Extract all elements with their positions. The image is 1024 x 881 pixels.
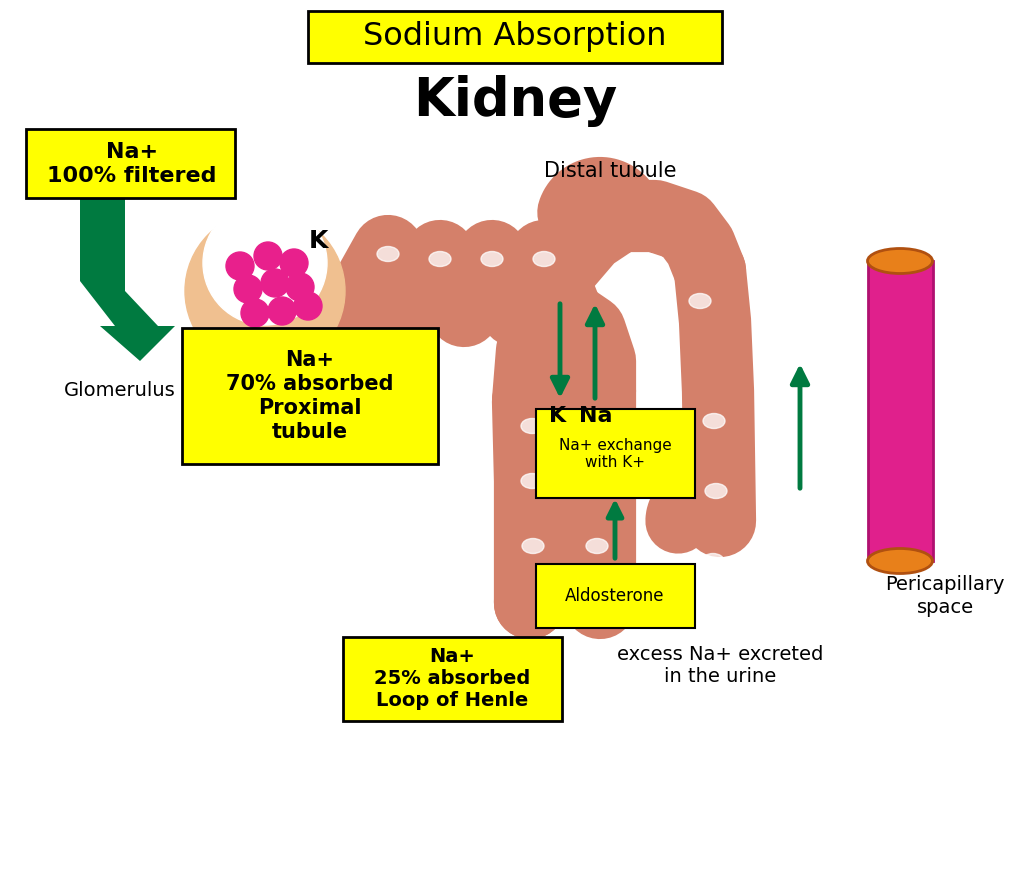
Text: Glom.filtrate: Glom.filtrate: [214, 334, 310, 349]
Text: Kidney: Kidney: [413, 75, 617, 127]
Text: Na+ exchange
with K+: Na+ exchange with K+: [559, 438, 672, 470]
FancyBboxPatch shape: [343, 637, 562, 721]
Circle shape: [286, 273, 314, 301]
FancyBboxPatch shape: [26, 129, 234, 198]
Text: K: K: [550, 406, 566, 426]
Ellipse shape: [521, 473, 543, 488]
Ellipse shape: [429, 251, 451, 266]
Ellipse shape: [703, 413, 725, 428]
FancyBboxPatch shape: [308, 11, 722, 63]
Circle shape: [234, 275, 262, 303]
Circle shape: [294, 292, 322, 320]
Text: excess Na+ excreted
in the urine: excess Na+ excreted in the urine: [616, 646, 823, 686]
Ellipse shape: [705, 484, 727, 499]
Polygon shape: [80, 196, 175, 361]
Text: K: K: [308, 229, 328, 253]
Ellipse shape: [689, 293, 711, 308]
Circle shape: [241, 299, 269, 327]
Text: Pericapillary
space: Pericapillary space: [886, 574, 1005, 618]
Text: Distal tubule: Distal tubule: [544, 161, 676, 181]
Ellipse shape: [586, 538, 608, 553]
Circle shape: [261, 269, 289, 297]
Text: Sodium Absorption: Sodium Absorption: [364, 21, 667, 53]
Circle shape: [268, 297, 296, 325]
Text: Na+
100% filtered: Na+ 100% filtered: [47, 143, 217, 186]
Ellipse shape: [521, 418, 543, 433]
Text: Aldosterone: Aldosterone: [565, 587, 665, 605]
Circle shape: [203, 201, 327, 325]
Text: Na+
25% absorbed
Loop of Henle: Na+ 25% absorbed Loop of Henle: [374, 648, 530, 710]
Text: Na: Na: [580, 406, 612, 426]
Ellipse shape: [867, 248, 933, 273]
Text: Na+
70% absorbed
Proximal
tubule: Na+ 70% absorbed Proximal tubule: [226, 350, 394, 442]
FancyBboxPatch shape: [536, 564, 695, 628]
Circle shape: [280, 249, 308, 277]
Ellipse shape: [584, 409, 606, 424]
Ellipse shape: [377, 247, 399, 262]
Ellipse shape: [534, 251, 555, 266]
Ellipse shape: [481, 251, 503, 266]
Circle shape: [254, 242, 282, 270]
Text: Glomerulus: Glomerulus: [65, 381, 176, 401]
Ellipse shape: [522, 538, 544, 553]
Ellipse shape: [586, 473, 608, 488]
Bar: [868, 261, 933, 561]
Ellipse shape: [867, 549, 933, 574]
Ellipse shape: [702, 553, 724, 568]
FancyBboxPatch shape: [536, 409, 695, 498]
Circle shape: [185, 211, 345, 371]
Circle shape: [226, 252, 254, 280]
FancyBboxPatch shape: [182, 328, 438, 464]
